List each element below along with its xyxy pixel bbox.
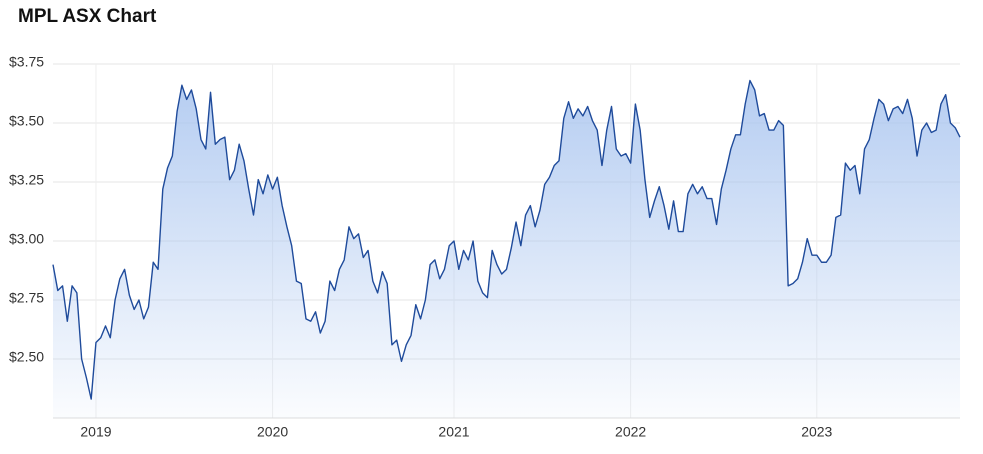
y-tick-label: $3.75 <box>9 54 44 70</box>
y-tick-label: $2.75 <box>9 290 44 306</box>
x-tick-label: 2023 <box>801 424 832 440</box>
chart-title: MPL ASX Chart <box>18 6 157 27</box>
x-tick-label: 2019 <box>80 424 111 440</box>
y-tick-label: $3.25 <box>9 172 44 188</box>
x-tick-label: 2022 <box>615 424 646 440</box>
y-tick-label: $2.50 <box>9 349 44 365</box>
y-tick-label: $3.00 <box>9 231 44 247</box>
y-tick-label: $3.50 <box>9 113 44 129</box>
area-fill <box>53 80 960 419</box>
x-tick-label: 2021 <box>438 424 469 440</box>
x-tick-label: 2020 <box>257 424 288 440</box>
price-line <box>52 79 961 400</box>
